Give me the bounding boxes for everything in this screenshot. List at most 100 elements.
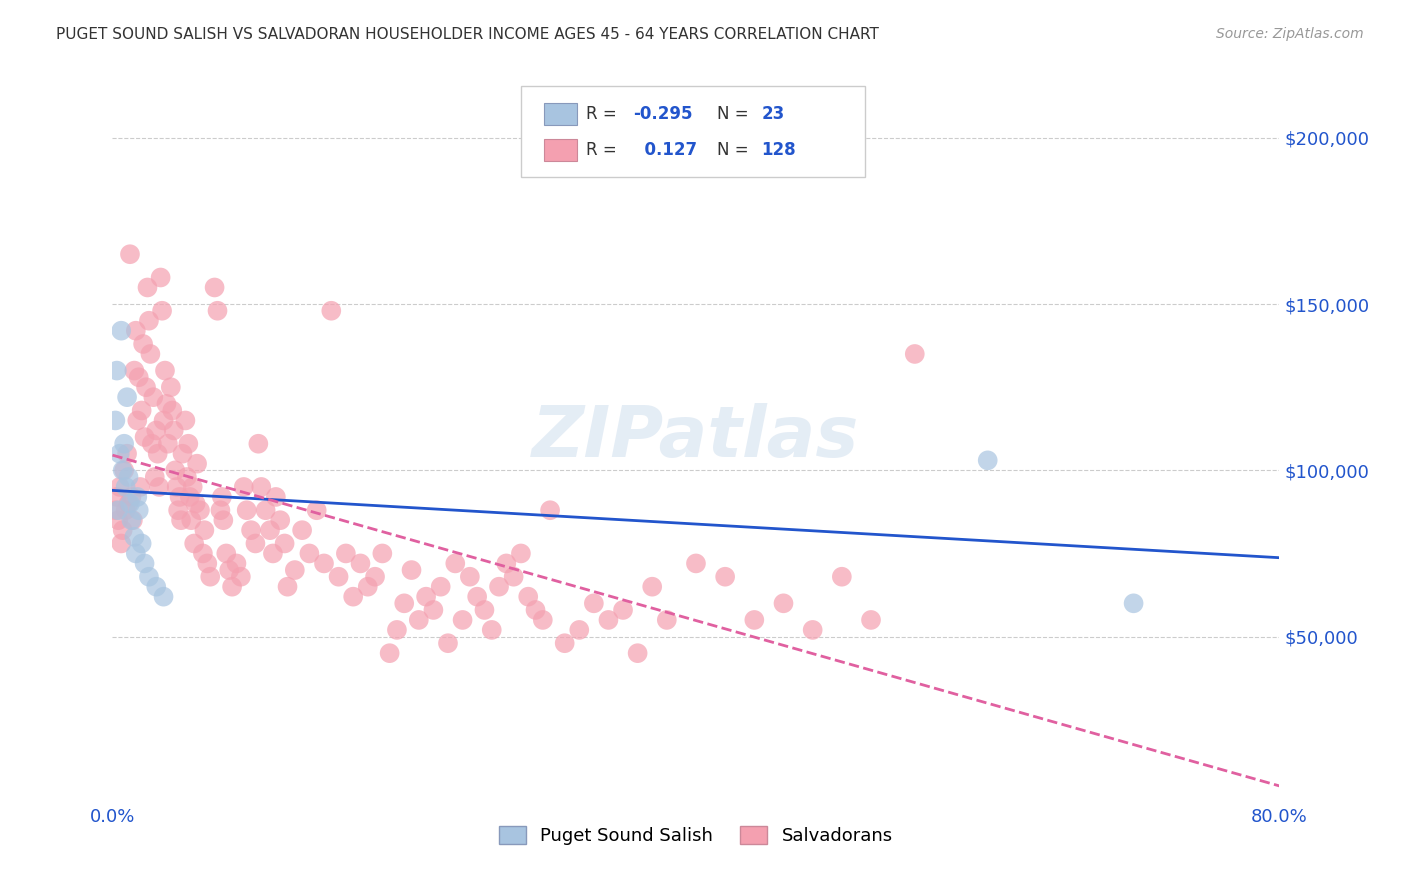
Point (218, 563, 240, 577)
Text: 128: 128 (761, 141, 796, 159)
Point (134, 430, 156, 444)
Point (138, 314, 160, 328)
Legend: Puget Sound Salish, Salvadorans: Puget Sound Salish, Salvadorans (492, 819, 900, 852)
FancyBboxPatch shape (520, 86, 865, 178)
Point (117, 470, 139, 484)
Point (215, 546, 238, 560)
Point (1122, 596, 1144, 610)
Point (162, 403, 184, 417)
Point (357, 580, 380, 594)
Point (129, 480, 152, 494)
Point (150, 303, 173, 318)
Point (195, 557, 218, 571)
Point (118, 247, 141, 261)
Point (502, 570, 524, 584)
Point (772, 596, 794, 610)
Point (385, 623, 408, 637)
Point (429, 580, 451, 594)
Point (127, 490, 149, 504)
Point (714, 570, 737, 584)
Point (149, 270, 172, 285)
Point (110, 324, 132, 338)
Point (167, 503, 190, 517)
Point (247, 436, 270, 450)
Text: N =: N = (717, 104, 754, 123)
Point (655, 613, 678, 627)
Point (259, 523, 281, 537)
Point (284, 563, 307, 577)
Point (531, 613, 554, 627)
Point (488, 580, 510, 594)
Point (114, 503, 136, 517)
Point (364, 570, 387, 584)
Point (394, 596, 416, 610)
Point (104, 413, 127, 427)
Point (105, 490, 128, 504)
Text: ZIPatlas: ZIPatlas (533, 402, 859, 472)
Point (451, 613, 474, 627)
Point (124, 363, 146, 377)
Text: Source: ZipAtlas.com: Source: ZipAtlas.com (1216, 27, 1364, 41)
Point (298, 546, 321, 560)
Point (269, 513, 291, 527)
FancyBboxPatch shape (544, 103, 576, 125)
Point (342, 590, 364, 604)
Point (146, 447, 169, 461)
Point (114, 480, 136, 494)
Point (156, 436, 179, 450)
Point (401, 563, 423, 577)
Point (165, 463, 187, 477)
Point (118, 497, 141, 511)
Point (474, 603, 496, 617)
Point (321, 303, 343, 318)
Point (240, 523, 263, 537)
Point (509, 546, 531, 560)
Point (458, 570, 481, 584)
Point (262, 546, 284, 560)
Point (524, 603, 547, 617)
Point (415, 590, 437, 604)
Point (172, 447, 194, 461)
Point (378, 646, 401, 660)
Point (115, 447, 138, 461)
Point (225, 557, 247, 571)
Point (128, 503, 150, 517)
Text: PUGET SOUND SALISH VS SALVADORAN HOUSEHOLDER INCOME AGES 45 - 64 YEARS CORRELATI: PUGET SOUND SALISH VS SALVADORAN HOUSEHO… (56, 27, 879, 42)
Point (112, 436, 135, 450)
Point (568, 623, 591, 637)
Point (538, 503, 561, 517)
Point (641, 580, 664, 594)
Point (160, 380, 183, 394)
Point (127, 413, 149, 427)
Text: 23: 23 (761, 104, 785, 123)
Point (138, 570, 160, 584)
Point (291, 523, 314, 537)
Point (180, 513, 202, 527)
Point (122, 513, 145, 527)
Point (155, 397, 177, 411)
Point (115, 390, 138, 404)
Point (582, 596, 605, 610)
Point (117, 497, 139, 511)
Point (371, 546, 394, 560)
Point (860, 613, 883, 627)
Point (437, 636, 460, 650)
Point (517, 590, 540, 604)
Point (181, 480, 204, 494)
Point (135, 380, 157, 394)
Point (273, 536, 295, 550)
Point (264, 490, 287, 504)
Point (276, 580, 298, 594)
Point (131, 403, 153, 417)
Point (976, 453, 998, 467)
Point (204, 280, 226, 294)
Point (212, 513, 235, 527)
Point (111, 523, 134, 537)
Point (105, 363, 128, 377)
Point (408, 613, 430, 627)
Point (598, 613, 620, 627)
Point (335, 546, 357, 560)
Point (193, 523, 215, 537)
Point (235, 503, 257, 517)
Point (191, 546, 214, 560)
